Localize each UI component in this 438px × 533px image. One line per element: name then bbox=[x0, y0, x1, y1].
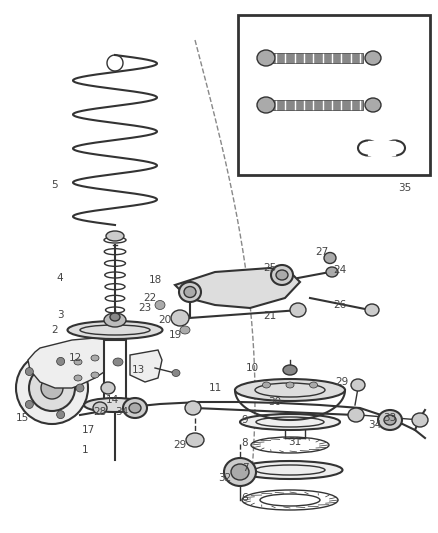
Ellipse shape bbox=[185, 401, 201, 415]
Ellipse shape bbox=[67, 321, 162, 339]
Ellipse shape bbox=[57, 357, 65, 365]
Ellipse shape bbox=[171, 310, 189, 326]
Text: 35: 35 bbox=[399, 183, 412, 193]
Text: 20: 20 bbox=[159, 315, 172, 325]
Ellipse shape bbox=[276, 270, 288, 280]
Text: 22: 22 bbox=[143, 293, 157, 303]
Ellipse shape bbox=[91, 372, 99, 378]
Text: 2: 2 bbox=[52, 325, 58, 335]
Text: 11: 11 bbox=[208, 383, 222, 393]
Ellipse shape bbox=[326, 267, 338, 277]
Text: 24: 24 bbox=[333, 265, 346, 275]
Text: 1: 1 bbox=[82, 445, 88, 455]
Ellipse shape bbox=[257, 50, 275, 66]
Ellipse shape bbox=[129, 403, 141, 413]
Ellipse shape bbox=[365, 304, 379, 316]
Ellipse shape bbox=[104, 313, 126, 327]
Ellipse shape bbox=[257, 97, 275, 113]
Bar bbox=[104, 340, 126, 405]
Bar bbox=[273, 53, 363, 63]
Ellipse shape bbox=[179, 282, 201, 302]
Ellipse shape bbox=[283, 365, 297, 375]
Text: 13: 13 bbox=[131, 365, 145, 375]
Ellipse shape bbox=[85, 399, 145, 411]
Ellipse shape bbox=[186, 433, 204, 447]
Text: 6: 6 bbox=[242, 493, 248, 503]
Text: 3: 3 bbox=[57, 310, 64, 320]
Text: 18: 18 bbox=[148, 275, 162, 285]
Text: 29: 29 bbox=[173, 440, 187, 450]
Ellipse shape bbox=[91, 355, 99, 361]
Ellipse shape bbox=[324, 253, 336, 263]
Ellipse shape bbox=[412, 413, 428, 427]
Bar bbox=[238, 15, 430, 175]
Text: 27: 27 bbox=[315, 247, 328, 257]
Ellipse shape bbox=[180, 326, 190, 334]
Ellipse shape bbox=[123, 398, 147, 418]
Ellipse shape bbox=[29, 365, 75, 411]
Ellipse shape bbox=[286, 382, 294, 388]
Ellipse shape bbox=[235, 379, 345, 401]
Ellipse shape bbox=[365, 51, 381, 65]
Ellipse shape bbox=[74, 359, 82, 365]
Text: 5: 5 bbox=[52, 180, 58, 190]
Text: 4: 4 bbox=[57, 273, 64, 283]
Text: 28: 28 bbox=[93, 407, 106, 417]
Text: 25: 25 bbox=[263, 263, 277, 273]
Ellipse shape bbox=[271, 265, 293, 285]
Ellipse shape bbox=[290, 303, 306, 317]
Ellipse shape bbox=[310, 382, 318, 388]
Ellipse shape bbox=[365, 98, 381, 112]
Text: 29: 29 bbox=[336, 377, 349, 387]
Text: 26: 26 bbox=[333, 300, 346, 310]
Ellipse shape bbox=[240, 414, 340, 430]
Ellipse shape bbox=[76, 384, 84, 392]
Ellipse shape bbox=[384, 415, 396, 425]
Ellipse shape bbox=[237, 461, 343, 479]
Text: 34: 34 bbox=[368, 420, 381, 430]
Text: 14: 14 bbox=[106, 395, 119, 405]
Ellipse shape bbox=[348, 408, 364, 422]
Ellipse shape bbox=[106, 231, 124, 241]
Ellipse shape bbox=[184, 287, 196, 297]
Ellipse shape bbox=[25, 400, 33, 408]
Ellipse shape bbox=[351, 379, 365, 391]
Polygon shape bbox=[130, 350, 162, 382]
Text: 9: 9 bbox=[242, 415, 248, 425]
Ellipse shape bbox=[113, 358, 123, 366]
Text: 17: 17 bbox=[81, 425, 95, 435]
Ellipse shape bbox=[16, 352, 88, 424]
Bar bbox=[273, 100, 363, 110]
Text: 10: 10 bbox=[245, 363, 258, 373]
Ellipse shape bbox=[74, 375, 82, 381]
Ellipse shape bbox=[93, 402, 107, 414]
Polygon shape bbox=[368, 141, 395, 155]
Text: 31: 31 bbox=[288, 437, 302, 447]
Ellipse shape bbox=[231, 464, 249, 480]
Ellipse shape bbox=[84, 398, 146, 412]
Text: 12: 12 bbox=[68, 353, 81, 363]
Text: 19: 19 bbox=[168, 330, 182, 340]
Ellipse shape bbox=[41, 377, 63, 399]
Ellipse shape bbox=[110, 313, 120, 321]
Text: 32: 32 bbox=[219, 473, 232, 483]
Text: 23: 23 bbox=[138, 303, 152, 313]
Ellipse shape bbox=[57, 410, 65, 418]
Polygon shape bbox=[175, 268, 300, 308]
Text: 34: 34 bbox=[115, 407, 129, 417]
Text: 33: 33 bbox=[383, 413, 397, 423]
Ellipse shape bbox=[224, 458, 256, 486]
Ellipse shape bbox=[155, 301, 165, 310]
Ellipse shape bbox=[378, 410, 402, 430]
Text: 8: 8 bbox=[242, 438, 248, 448]
Text: 7: 7 bbox=[242, 463, 248, 473]
Ellipse shape bbox=[262, 382, 270, 388]
Ellipse shape bbox=[101, 382, 115, 394]
Text: 30: 30 bbox=[268, 397, 282, 407]
Polygon shape bbox=[28, 338, 115, 388]
Ellipse shape bbox=[172, 369, 180, 376]
Ellipse shape bbox=[25, 368, 33, 376]
Text: 21: 21 bbox=[263, 311, 277, 321]
Text: 15: 15 bbox=[15, 413, 28, 423]
